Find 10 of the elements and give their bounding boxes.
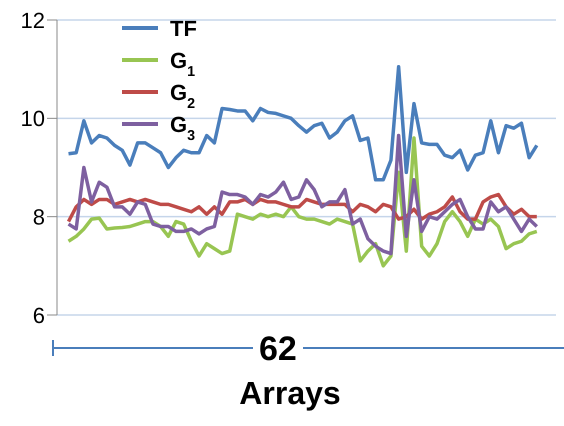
y-tick-label: 8 bbox=[32, 204, 45, 230]
legend-label: G$_{1}$ bbox=[170, 48, 196, 80]
y-tick-label: 10 bbox=[20, 106, 45, 132]
legend-label: G$_{2}$ bbox=[170, 80, 196, 112]
x-axis-title: Arrays bbox=[238, 375, 342, 412]
y-tick-label: 12 bbox=[20, 8, 45, 33]
legend-label: TF bbox=[170, 16, 197, 41]
legend-label: G$_{3}$ bbox=[170, 112, 196, 144]
text: 62 bbox=[253, 330, 303, 368]
y-tick-label: 6 bbox=[32, 302, 45, 328]
